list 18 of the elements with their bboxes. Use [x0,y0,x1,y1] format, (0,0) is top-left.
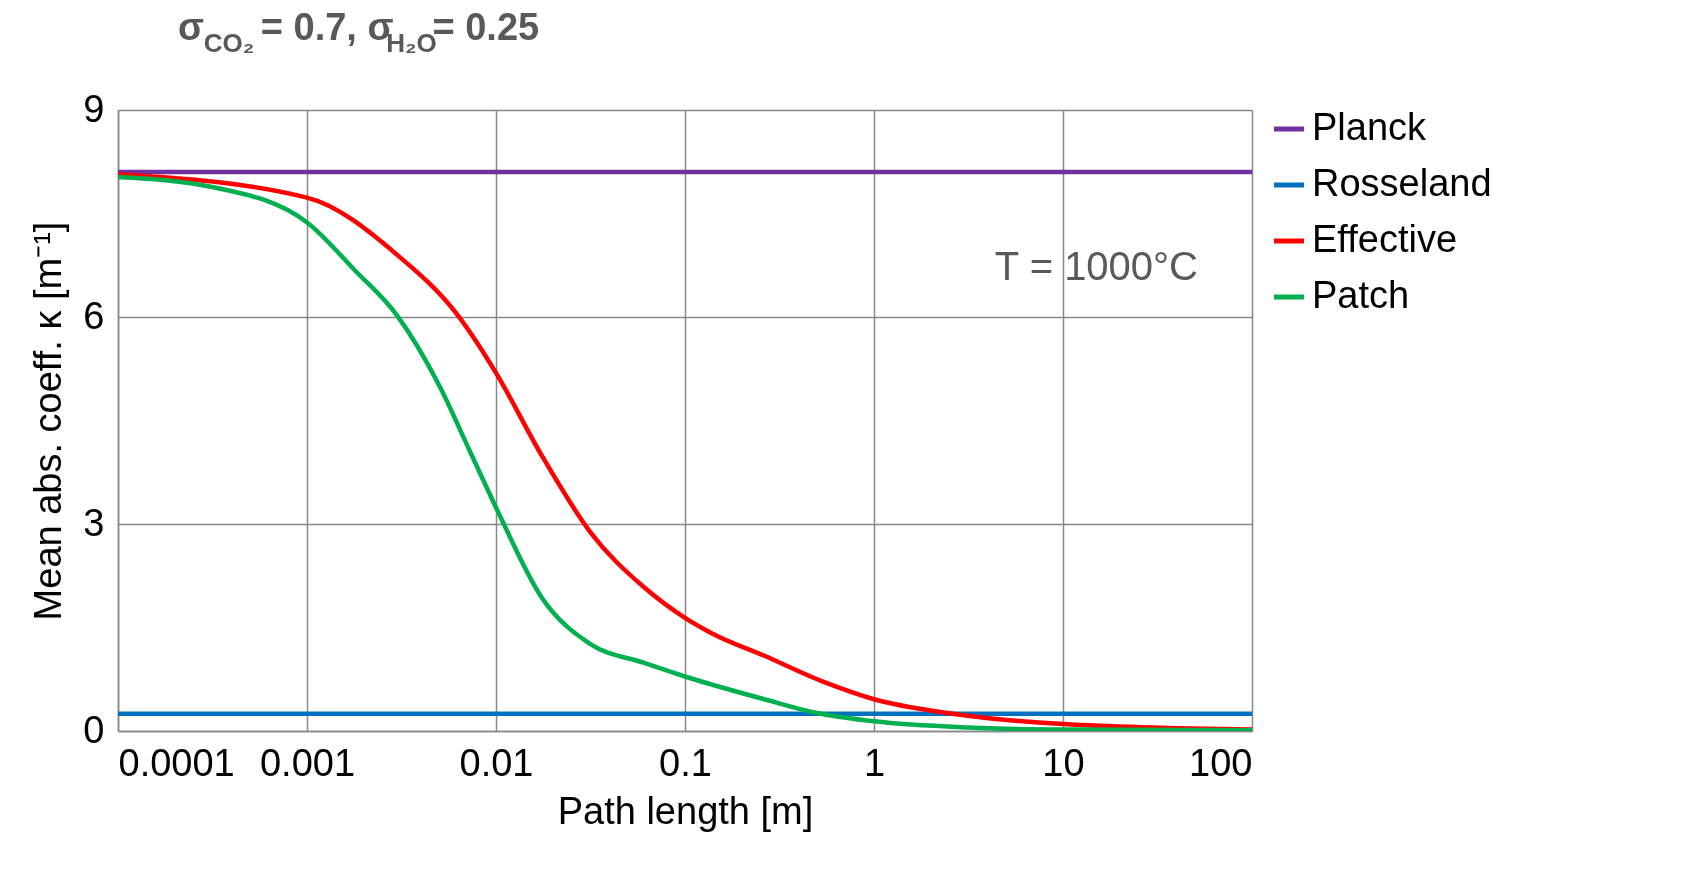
x-tick-label: 10 [1042,741,1085,784]
y-tick-label: 6 [83,294,105,337]
annotation: T = 1000°C [994,244,1198,288]
legend-label: Planck [1312,106,1428,148]
y-tick-label: 9 [83,87,105,130]
legend-label: Patch [1312,274,1410,316]
x-tick-label: 0.01 [459,741,534,784]
y-axis-title: Mean abs. coeff. κ [m⁻¹] [27,221,70,621]
x-tick-label: 0.0001 [118,741,235,784]
x-tick-label: 0.001 [259,741,356,784]
x-tick-label: 1 [863,741,886,784]
x-tick-label: 100 [1189,741,1253,784]
legend-label: Rosseland [1312,162,1492,204]
legend-label: Effective [1312,218,1458,260]
x-tick-label: 0.1 [659,741,712,784]
y-tick-label: 0 [83,708,105,751]
y-tick-label: 3 [83,501,105,544]
x-axis-title: Path length [m] [557,789,814,832]
